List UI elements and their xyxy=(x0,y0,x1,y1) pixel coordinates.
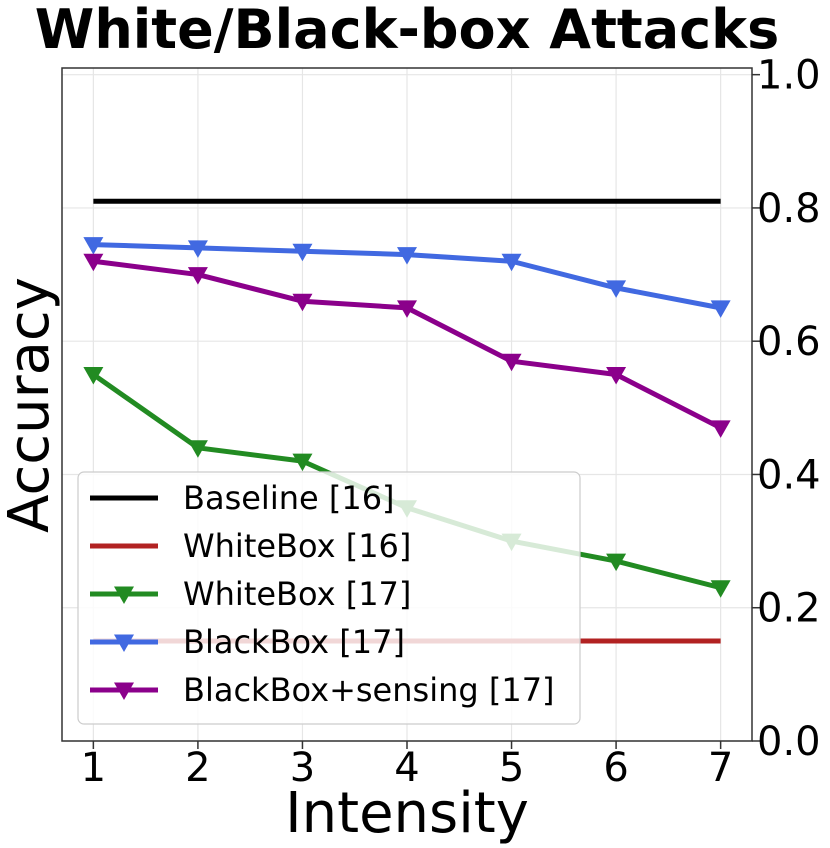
y-ticks: 0.0 0.2 0.4 0.6 0.8 1.0 xyxy=(752,53,821,765)
data-point xyxy=(606,367,627,385)
data-point xyxy=(83,253,104,272)
x-tick-label: 5 xyxy=(499,745,524,791)
x-tick-label: 6 xyxy=(603,745,628,791)
legend-marker xyxy=(114,586,134,604)
data-point xyxy=(397,300,417,318)
data-point xyxy=(292,243,313,262)
legend-label: BlackBox+sensing [17] xyxy=(183,671,555,709)
legend-label: Baseline [16] xyxy=(183,479,395,517)
x-tick-label: 1 xyxy=(81,745,106,791)
data-point xyxy=(397,247,417,265)
legend-item-1: WhiteBox [16] xyxy=(90,527,411,565)
y-tick-label: 0.8 xyxy=(757,186,821,232)
data-point xyxy=(292,293,313,312)
data-point xyxy=(501,253,522,272)
legend-label: WhiteBox [17] xyxy=(183,575,411,613)
y-axis-label: Accuracy xyxy=(0,277,62,533)
chart-title: White/Black-box Attacks xyxy=(35,0,779,61)
series-3 xyxy=(83,237,731,318)
x-tick-label: 7 xyxy=(708,745,733,791)
data-point xyxy=(187,440,208,458)
data-point xyxy=(187,240,208,258)
data-point xyxy=(501,353,522,372)
data-point xyxy=(83,367,104,385)
legend-marker xyxy=(114,682,134,700)
data-point xyxy=(187,267,208,285)
y-tick-label: 1.0 xyxy=(757,53,821,99)
x-tick-label: 2 xyxy=(185,745,210,791)
series-4 xyxy=(83,253,731,438)
legend-label: WhiteBox [16] xyxy=(183,527,411,565)
y-tick-label: 0.6 xyxy=(757,319,821,365)
x-axis-label: Intensity xyxy=(285,781,529,846)
y-tick-label: 0.2 xyxy=(757,586,821,632)
data-point xyxy=(710,580,731,598)
grid xyxy=(62,68,752,742)
data-point xyxy=(292,453,313,472)
legend-box xyxy=(77,471,581,725)
x-tick-label: 3 xyxy=(290,745,315,791)
legend-item-4: BlackBox+sensing [17] xyxy=(90,671,555,709)
data-point xyxy=(606,280,627,298)
x-ticks: 1 2 3 4 5 6 7 xyxy=(81,741,733,791)
data-point xyxy=(710,300,731,318)
data-point xyxy=(83,237,104,255)
data-point xyxy=(606,553,627,572)
legend: Baseline [16] WhiteBox [16] WhiteBox [17] B… xyxy=(77,471,581,725)
legend-item-3: BlackBox [17] xyxy=(90,623,405,661)
legend-marker xyxy=(114,634,134,652)
legend-label: BlackBox [17] xyxy=(183,623,405,661)
y-tick-label: 0.0 xyxy=(757,719,821,765)
legend-item-2: WhiteBox [17] xyxy=(90,575,411,613)
legend-item-0: Baseline [16] xyxy=(90,479,395,517)
x-tick-label: 4 xyxy=(394,745,419,791)
data-point xyxy=(710,420,731,438)
y-tick-label: 0.4 xyxy=(757,452,821,498)
